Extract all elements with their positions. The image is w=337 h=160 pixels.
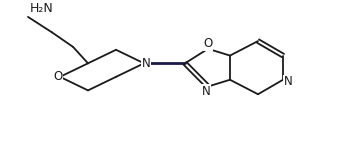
Text: O: O xyxy=(203,37,213,50)
Text: O: O xyxy=(53,70,63,83)
Text: N: N xyxy=(202,85,210,98)
Text: N: N xyxy=(284,75,293,88)
Text: N: N xyxy=(142,57,150,70)
Text: H₂N: H₂N xyxy=(30,2,54,15)
